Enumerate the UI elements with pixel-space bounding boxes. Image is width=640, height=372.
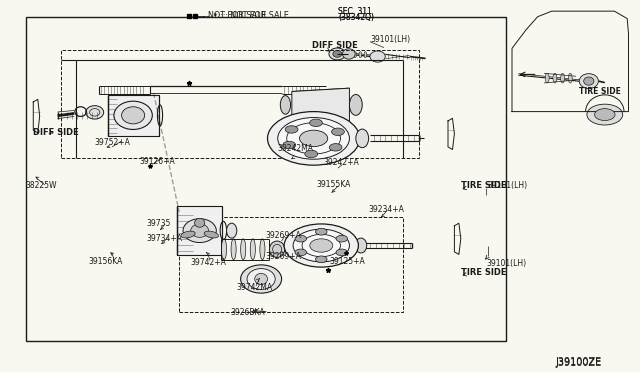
Ellipse shape: [269, 241, 285, 257]
Ellipse shape: [568, 73, 572, 83]
Circle shape: [295, 249, 307, 256]
Text: 39742MA: 39742MA: [237, 283, 273, 292]
Ellipse shape: [86, 106, 104, 119]
Circle shape: [316, 256, 327, 263]
Ellipse shape: [191, 224, 209, 237]
Bar: [26, 17, 506, 341]
Ellipse shape: [114, 101, 152, 129]
Circle shape: [305, 150, 317, 158]
Ellipse shape: [181, 231, 195, 238]
Ellipse shape: [329, 48, 346, 60]
Ellipse shape: [370, 51, 385, 62]
Text: SEC. 311: SEC. 311: [338, 7, 372, 16]
Ellipse shape: [255, 273, 268, 285]
Text: 39269+A: 39269+A: [266, 231, 301, 240]
Circle shape: [284, 224, 358, 267]
Text: 39126+A: 39126+A: [140, 157, 175, 166]
Text: 39156KA: 39156KA: [88, 257, 123, 266]
Circle shape: [316, 228, 327, 235]
Circle shape: [332, 128, 344, 135]
Ellipse shape: [356, 129, 369, 148]
Ellipse shape: [204, 231, 218, 238]
Bar: [61, 50, 419, 158]
Text: 39101(LH): 39101(LH): [370, 35, 410, 44]
Ellipse shape: [241, 265, 282, 293]
Ellipse shape: [183, 219, 216, 243]
Text: J39100ZE: J39100ZE: [556, 357, 602, 366]
Bar: [108, 95, 159, 136]
Text: 39269+A: 39269+A: [266, 252, 301, 261]
Ellipse shape: [195, 218, 205, 227]
Ellipse shape: [561, 73, 564, 83]
Text: 38225W: 38225W: [26, 182, 57, 190]
Circle shape: [295, 235, 307, 242]
Circle shape: [310, 119, 323, 126]
Text: 39101(LH): 39101(LH): [488, 181, 528, 190]
Text: 3926BKA: 3926BKA: [230, 308, 265, 317]
Ellipse shape: [545, 73, 549, 83]
Bar: [179, 217, 403, 312]
Text: 39752+A: 39752+A: [95, 138, 131, 147]
Ellipse shape: [364, 52, 367, 58]
Ellipse shape: [355, 238, 367, 253]
Circle shape: [285, 126, 298, 133]
Text: 39242+A: 39242+A: [324, 158, 360, 167]
Text: J39100ZE: J39100ZE: [556, 358, 602, 368]
Circle shape: [329, 144, 342, 151]
Bar: [177, 206, 222, 255]
Text: (38342Q): (38342Q): [338, 13, 374, 22]
Ellipse shape: [231, 239, 236, 260]
Circle shape: [336, 249, 348, 256]
Ellipse shape: [260, 239, 265, 260]
Text: TIRE SIDE: TIRE SIDE: [579, 87, 621, 96]
Circle shape: [278, 118, 349, 159]
Ellipse shape: [250, 239, 255, 260]
Ellipse shape: [280, 96, 291, 114]
Ellipse shape: [333, 51, 342, 57]
Text: (38342Q): (38342Q): [338, 13, 374, 22]
Circle shape: [268, 112, 360, 165]
Circle shape: [300, 130, 328, 147]
Text: DIFF SIDE: DIFF SIDE: [33, 128, 79, 137]
Circle shape: [293, 229, 349, 262]
Circle shape: [283, 141, 296, 149]
Text: •···· NOT FOR SALE: •···· NOT FOR SALE: [213, 12, 289, 20]
Circle shape: [310, 239, 333, 252]
Ellipse shape: [122, 107, 145, 124]
Circle shape: [336, 235, 348, 242]
Text: 39242MA: 39242MA: [278, 144, 314, 153]
Ellipse shape: [349, 94, 362, 115]
Text: NOT FOR SALE: NOT FOR SALE: [208, 12, 266, 20]
Ellipse shape: [553, 73, 557, 83]
Ellipse shape: [241, 239, 246, 260]
Text: 39734+A: 39734+A: [146, 234, 182, 243]
Text: SEC. 311: SEC. 311: [338, 7, 372, 16]
Ellipse shape: [227, 223, 237, 238]
Text: 39735: 39735: [146, 219, 170, 228]
Ellipse shape: [359, 52, 362, 58]
Circle shape: [595, 109, 615, 121]
Polygon shape: [292, 88, 349, 122]
Ellipse shape: [584, 77, 594, 85]
Ellipse shape: [354, 52, 356, 58]
Text: 39101(LH): 39101(LH): [486, 259, 527, 267]
Text: 39742+A: 39742+A: [191, 258, 227, 267]
Ellipse shape: [579, 74, 598, 89]
Text: DIFF SIDE: DIFF SIDE: [312, 41, 358, 50]
Text: 39125+A: 39125+A: [330, 257, 365, 266]
Text: TIRE SIDE: TIRE SIDE: [461, 182, 506, 190]
Text: 39155KA: 39155KA: [317, 180, 351, 189]
Ellipse shape: [221, 239, 227, 260]
Ellipse shape: [247, 269, 275, 289]
Circle shape: [587, 104, 623, 125]
Text: 39234+A: 39234+A: [369, 205, 404, 214]
Text: TIRE SIDE: TIRE SIDE: [461, 268, 506, 277]
Ellipse shape: [342, 49, 355, 59]
